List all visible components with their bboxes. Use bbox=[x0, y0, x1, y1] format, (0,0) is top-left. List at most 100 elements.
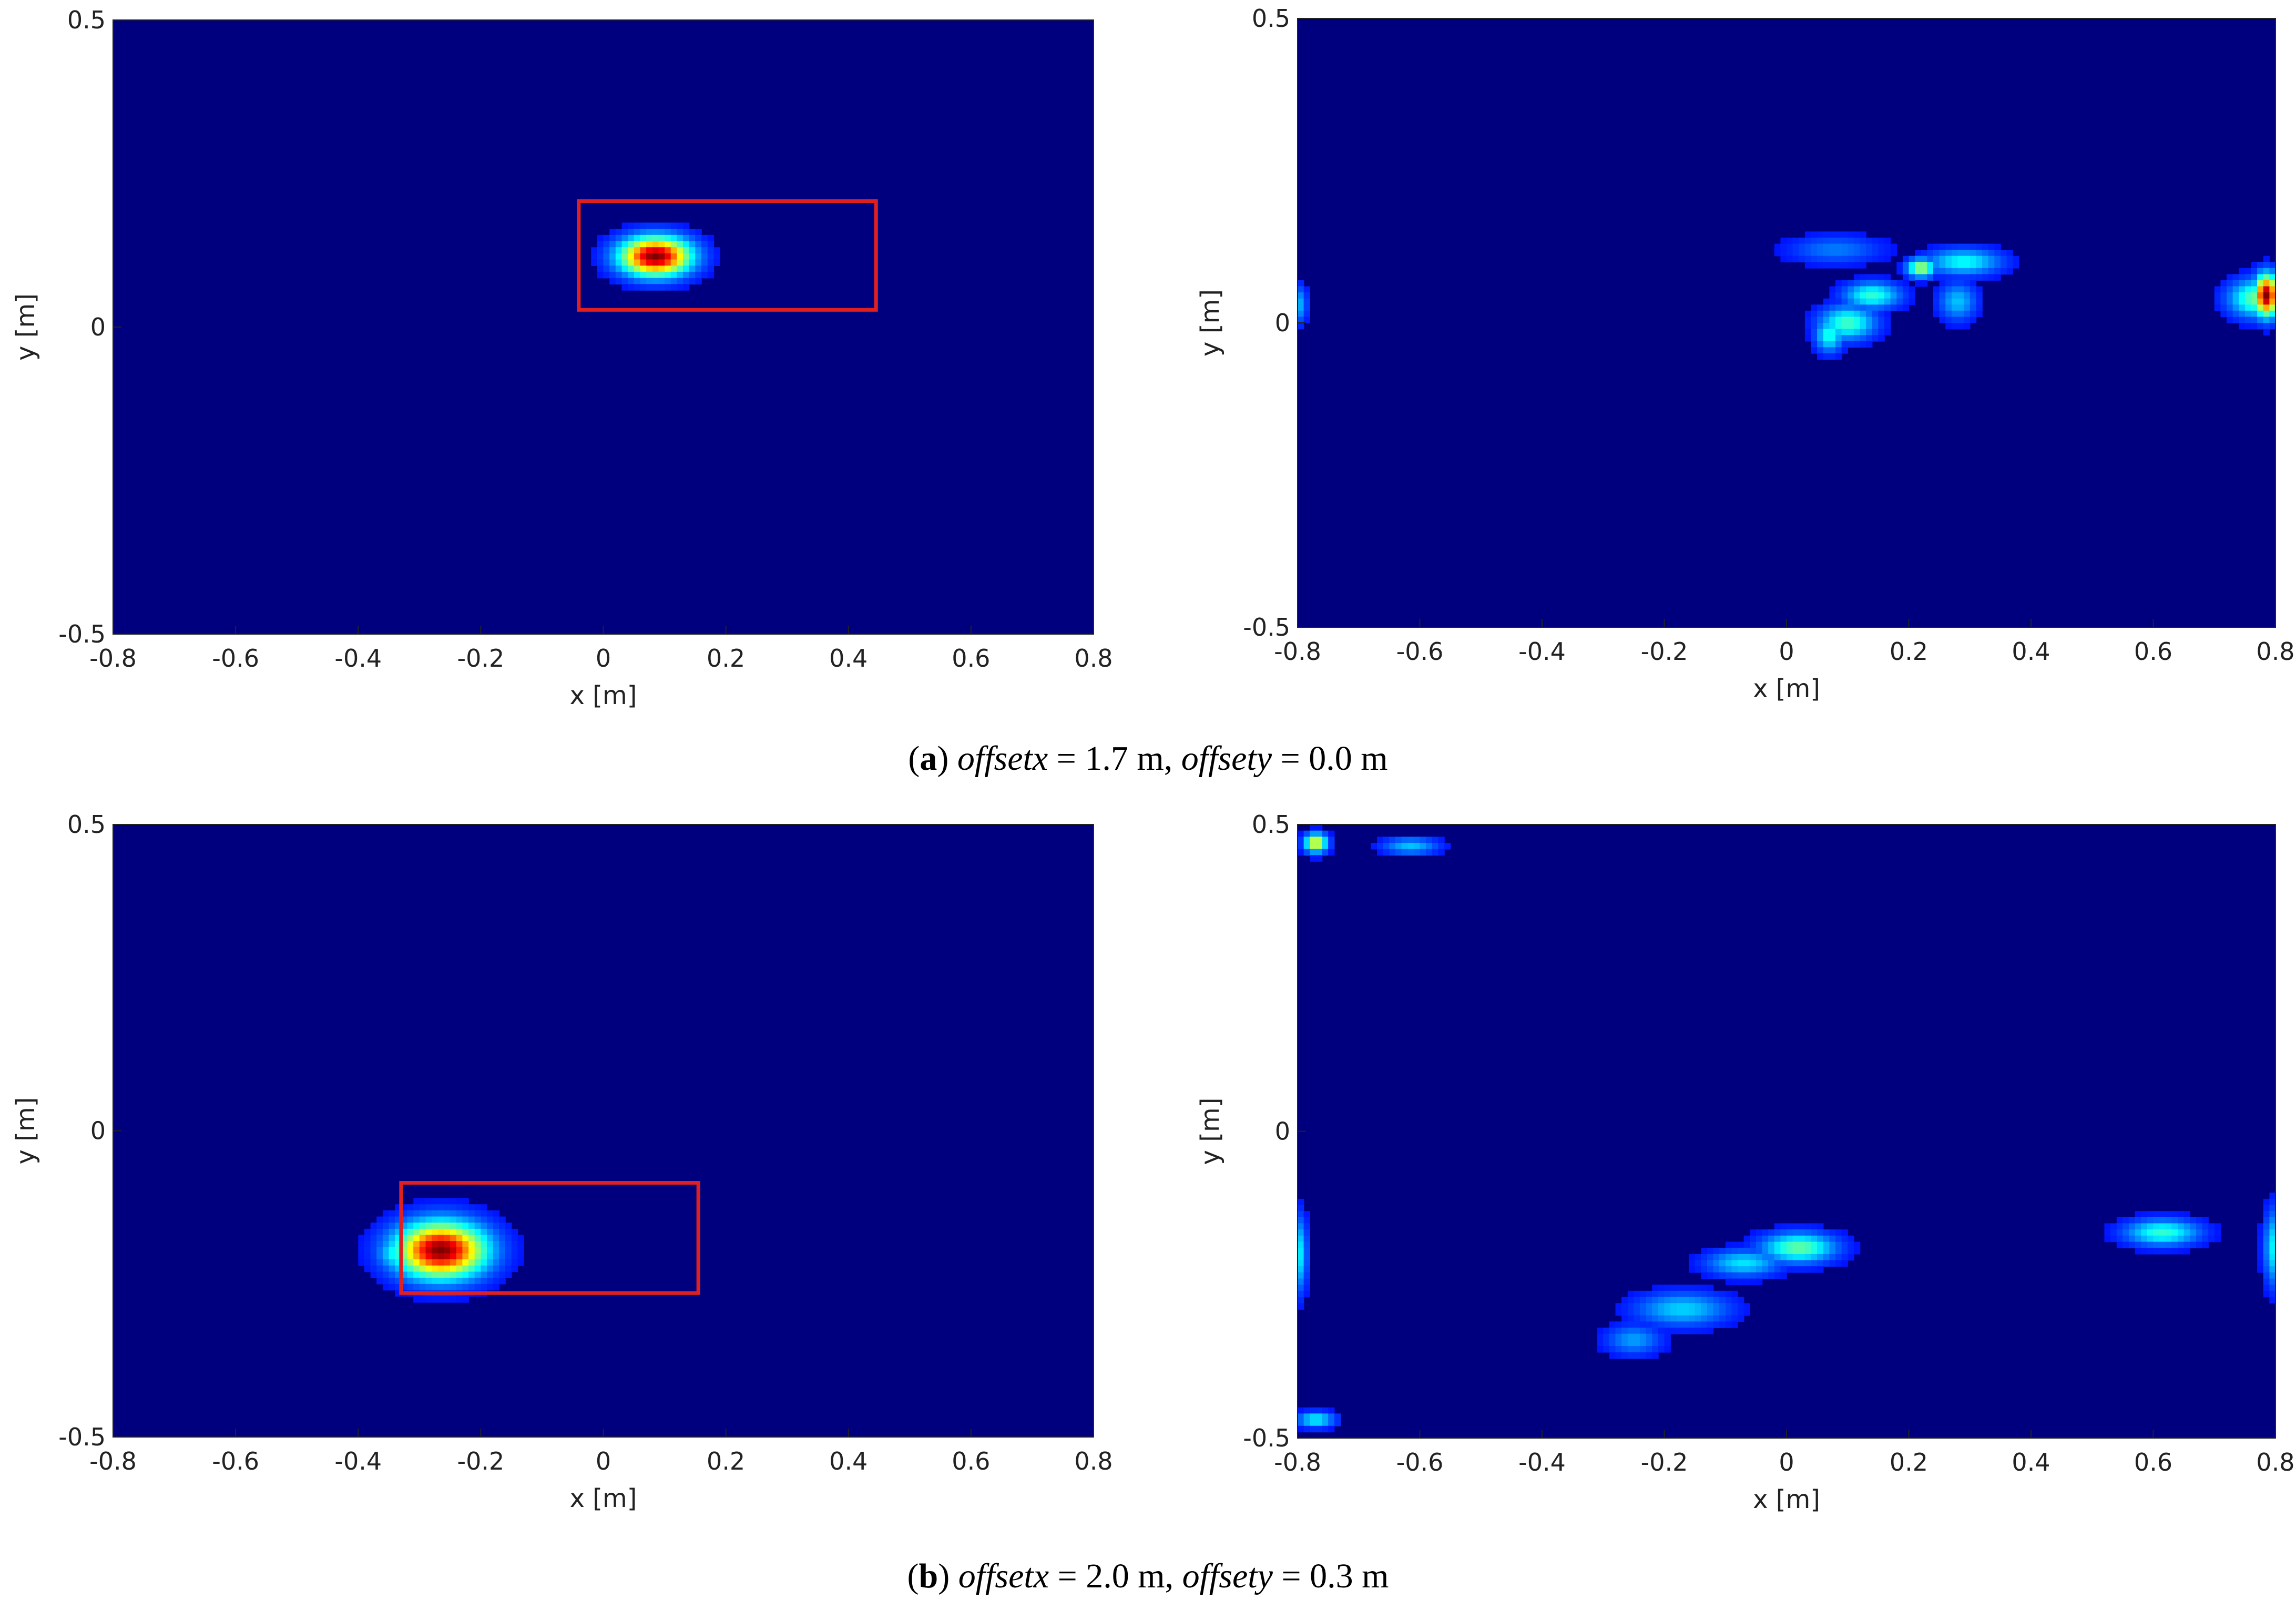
heatmap-cell bbox=[2269, 323, 2275, 330]
heatmap-cell bbox=[376, 1228, 383, 1236]
heatmap-cell bbox=[1621, 1340, 1628, 1347]
heatmap-cell bbox=[1743, 1303, 1750, 1310]
heatmap-cell bbox=[468, 1241, 475, 1248]
heatmap-cell bbox=[425, 1228, 432, 1236]
heatmap-cell bbox=[1719, 1290, 1726, 1298]
heatmap-cell bbox=[1988, 243, 1995, 250]
heatmap-cell bbox=[2116, 1235, 2124, 1242]
heatmap-cell bbox=[1823, 1235, 1830, 1242]
heatmap-cell bbox=[2263, 304, 2270, 311]
heatmap-cell bbox=[1957, 304, 1964, 311]
heatmap-cell bbox=[468, 1228, 475, 1236]
heatmap-cell bbox=[1750, 1254, 1757, 1261]
heatmap-cell bbox=[1738, 1241, 1744, 1249]
heatmap-cell bbox=[1853, 341, 1861, 348]
heatmap-cell bbox=[2251, 317, 2258, 323]
caption-a-val2: = 0.0 m bbox=[1272, 739, 1388, 778]
heatmap-cell bbox=[1829, 286, 1836, 293]
heatmap-cell bbox=[1725, 1266, 1732, 1273]
heatmap-cell bbox=[1750, 1260, 1757, 1267]
heatmap-cell bbox=[1957, 274, 1964, 281]
heatmap-cell bbox=[2000, 262, 2007, 269]
heatmap-cell bbox=[1621, 1315, 1628, 1322]
heatmap-cell bbox=[2006, 256, 2013, 262]
caption-a-val1: = 1.7 m, bbox=[1048, 739, 1181, 778]
heatmap-cell bbox=[1658, 1285, 1665, 1291]
x-tick-label: 0.8 bbox=[2256, 1448, 2294, 1476]
heatmap-cell bbox=[474, 1228, 482, 1236]
heatmap-cell bbox=[2178, 1223, 2185, 1230]
heatmap-cell bbox=[487, 1283, 494, 1291]
heatmap-cell bbox=[695, 247, 702, 254]
heatmap-cell bbox=[1848, 231, 1854, 238]
heatmap-cell bbox=[1701, 1290, 1708, 1298]
heatmap-cell bbox=[1853, 237, 1861, 244]
heatmap-cell bbox=[1627, 1309, 1635, 1316]
heatmap-cell bbox=[1817, 347, 1824, 354]
heatmap-cell bbox=[695, 241, 702, 248]
heatmap-cell bbox=[481, 1228, 487, 1236]
heatmap-cell bbox=[1890, 298, 1897, 305]
heatmap-cell bbox=[1841, 323, 1848, 330]
heatmap-cell bbox=[1884, 237, 1891, 244]
heatmap-cell bbox=[432, 1216, 438, 1224]
heatmap-cell bbox=[413, 1198, 420, 1205]
heatmap-cell bbox=[1853, 243, 1861, 250]
heatmap-cell bbox=[2257, 1266, 2264, 1273]
heatmap-cell bbox=[1835, 1260, 1842, 1267]
heatmap-cell bbox=[413, 1222, 420, 1229]
heatmap-cell bbox=[1713, 1321, 1720, 1328]
heatmap-cell bbox=[1951, 298, 1958, 305]
heatmap-cell bbox=[1310, 1420, 1317, 1426]
heatmap-cell bbox=[615, 266, 623, 272]
heatmap-cell bbox=[1695, 1254, 1701, 1261]
heatmap-cell bbox=[1853, 1248, 1861, 1255]
heatmap-cell bbox=[487, 1271, 494, 1278]
heatmap-cell bbox=[2171, 1211, 2178, 1218]
heatmap-cell bbox=[1725, 1272, 1732, 1279]
heatmap-cell bbox=[1303, 837, 1310, 843]
heatmap-cell bbox=[1303, 1211, 1310, 1218]
heatmap-cell bbox=[677, 266, 683, 272]
heatmap-cell bbox=[1444, 843, 1451, 850]
heatmap-cell bbox=[2239, 310, 2246, 318]
heatmap-cell bbox=[652, 235, 659, 242]
heatmap-cell bbox=[1664, 1327, 1671, 1334]
heatmap-cell bbox=[2257, 1248, 2264, 1255]
heatmap-cell bbox=[1609, 1352, 1616, 1359]
heatmap-cell bbox=[437, 1204, 445, 1211]
heatmap-cell bbox=[364, 1253, 371, 1260]
heatmap-cell bbox=[1658, 1303, 1665, 1310]
heatmap-cell bbox=[2178, 1211, 2185, 1218]
heatmap-cell bbox=[1878, 335, 1885, 342]
heatmap-cell bbox=[677, 253, 683, 260]
heatmap-cell bbox=[646, 259, 653, 266]
heatmap-cell bbox=[481, 1247, 487, 1254]
caption-b-val1: = 2.0 m, bbox=[1049, 1557, 1182, 1595]
heatmap-cell bbox=[1939, 280, 1946, 287]
heatmap-cell bbox=[2196, 1235, 2203, 1242]
heatmap-cell bbox=[670, 222, 678, 229]
heatmap-cell bbox=[1927, 268, 1934, 275]
heatmap-cell bbox=[1890, 304, 1897, 311]
heatmap-cell bbox=[2183, 1241, 2190, 1249]
heatmap-cell bbox=[2269, 1290, 2275, 1298]
heatmap-cell bbox=[603, 247, 610, 254]
heatmap-cell bbox=[1927, 262, 1934, 269]
heatmap-cell bbox=[456, 1210, 463, 1217]
heatmap-cell bbox=[1743, 1260, 1750, 1267]
heatmap-cell bbox=[1853, 250, 1861, 257]
heatmap-cell bbox=[1799, 1254, 1805, 1261]
x-tick-label: 0 bbox=[1779, 1448, 1794, 1476]
heatmap-cell bbox=[444, 1247, 451, 1254]
heatmap-cell bbox=[2147, 1248, 2154, 1255]
heatmap-cell bbox=[1970, 280, 1977, 287]
heatmap-cell bbox=[591, 247, 598, 254]
heatmap-cell bbox=[665, 241, 671, 248]
heatmap-cell bbox=[2153, 1248, 2160, 1255]
heatmap-cell bbox=[1878, 304, 1885, 311]
heatmap-cell bbox=[1829, 335, 1836, 342]
heatmap-cells bbox=[1298, 824, 2275, 1433]
heatmap-cell bbox=[425, 1265, 432, 1272]
heatmap-cell bbox=[1676, 1315, 1683, 1322]
